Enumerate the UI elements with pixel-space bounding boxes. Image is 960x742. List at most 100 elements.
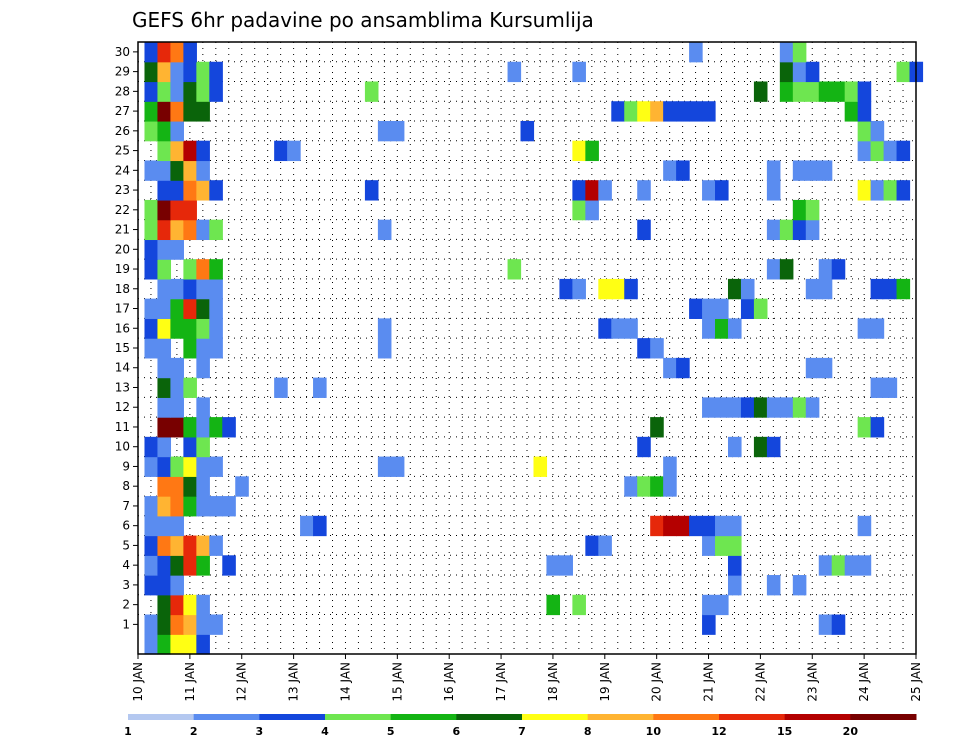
heatmap-cell [715,397,729,418]
x-tick-label: 19 JAN [598,662,612,702]
heatmap-cell [753,298,768,319]
heatmap-cell [805,357,820,379]
heatmap-cell [313,377,327,398]
heatmap-cell [157,456,172,477]
heatmap-cell [196,614,210,635]
heatmap-cell [715,515,729,537]
y-tick-label: 9 [122,459,130,473]
heatmap-cell [689,515,703,537]
heatmap-cell [831,614,846,635]
heatmap-cell [196,298,210,319]
heatmap-cell [274,377,288,398]
y-tick-label: 15 [115,341,130,355]
x-tick-label: 11 JAN [183,662,197,702]
heatmap-cell [740,397,755,418]
heatmap-cell [183,199,197,221]
heatmap-cell [183,476,197,497]
heatmap-cell [183,160,197,181]
heatmap-cell [792,219,807,241]
heatmap-cell [157,476,172,497]
y-tick-label: 17 [115,302,130,316]
heatmap-cell [637,180,651,201]
heatmap-cell [170,199,184,221]
heatmap-cell [883,377,898,398]
heatmap-cell [377,219,392,241]
heatmap-cell [753,397,768,418]
heatmap-cell [209,278,223,300]
heatmap-cell [624,476,638,497]
heatmap-cell [274,140,288,162]
heatmap-cell [157,377,172,398]
heatmap-cell [857,180,872,201]
legend-swatch [850,714,917,720]
legend-swatch [325,714,392,720]
heatmap-cell [792,160,807,181]
legend-swatch [653,714,720,720]
heatmap-cell [896,278,911,300]
heatmap-cell [183,555,197,576]
data-cells [144,42,924,655]
legend-label: 8 [584,725,592,738]
heatmap-cell [170,575,184,596]
heatmap-cell [157,535,172,556]
heatmap-cell [157,555,172,576]
heatmap-cell [377,318,392,339]
heatmap-cell [144,259,159,280]
heatmap-cell [170,180,184,201]
heatmap-cell [779,42,794,63]
heatmap-cell [533,456,548,477]
legend-label: 2 [190,725,198,738]
heatmap-cell [209,338,223,359]
legend-swatch [259,714,326,720]
x-tick-label: 16 JAN [442,662,456,702]
heatmap-cell [676,160,690,181]
heatmap-cell [702,318,716,339]
heatmap-cell [196,140,210,162]
heatmap-cell [805,278,820,300]
heatmap-cell [183,259,197,280]
x-axis-ticks: 10 JAN 11 JAN 12 JAN 13 JAN 14 JAN 15 JAN 16 J… [131,654,923,702]
heatmap-cell [624,101,638,122]
heatmap-cell [209,81,223,102]
heatmap-cell [157,160,172,181]
y-tick-label: 4 [122,558,130,572]
heatmap-cell [183,298,197,319]
heatmap-cell [727,555,742,576]
heatmap-cell [883,140,898,162]
heatmap-cell [183,101,197,122]
heatmap-cell [183,318,197,339]
heatmap-cell [209,535,223,556]
x-tick-label: 20 JAN [650,662,664,702]
heatmap-cell [183,278,197,300]
heatmap-cell [196,180,210,201]
heatmap-cell [157,436,172,458]
heatmap-cell [170,120,184,142]
heatmap-cell [598,278,612,300]
heatmap-cell [896,140,911,162]
heatmap-cell [663,456,677,477]
heatmap-cell [170,417,184,438]
heatmap-cell [196,456,210,477]
heatmap-cell [831,81,846,102]
heatmap-cell [637,436,651,458]
heatmap-cell [196,535,210,556]
heatmap-cell [676,515,690,537]
heatmap-cell [183,61,197,83]
heatmap-cell [209,180,223,201]
y-tick-label: 6 [122,519,130,533]
heatmap-cell [170,101,184,122]
heatmap-cell [364,81,379,102]
heatmap-cell [831,259,846,280]
heatmap-cell [546,594,561,616]
y-tick-label: 14 [115,361,130,375]
x-tick-label: 18 JAN [546,662,560,702]
legend-label: 3 [256,725,264,738]
heatmap-cell [585,535,599,556]
heatmap-cell [831,555,846,576]
legend-label: 12 [711,725,726,738]
heatmap-cell [624,278,638,300]
heatmap-cell [196,476,210,497]
heatmap-cell [196,436,210,458]
heatmap-cell [702,180,716,201]
heatmap-cell [585,199,599,221]
